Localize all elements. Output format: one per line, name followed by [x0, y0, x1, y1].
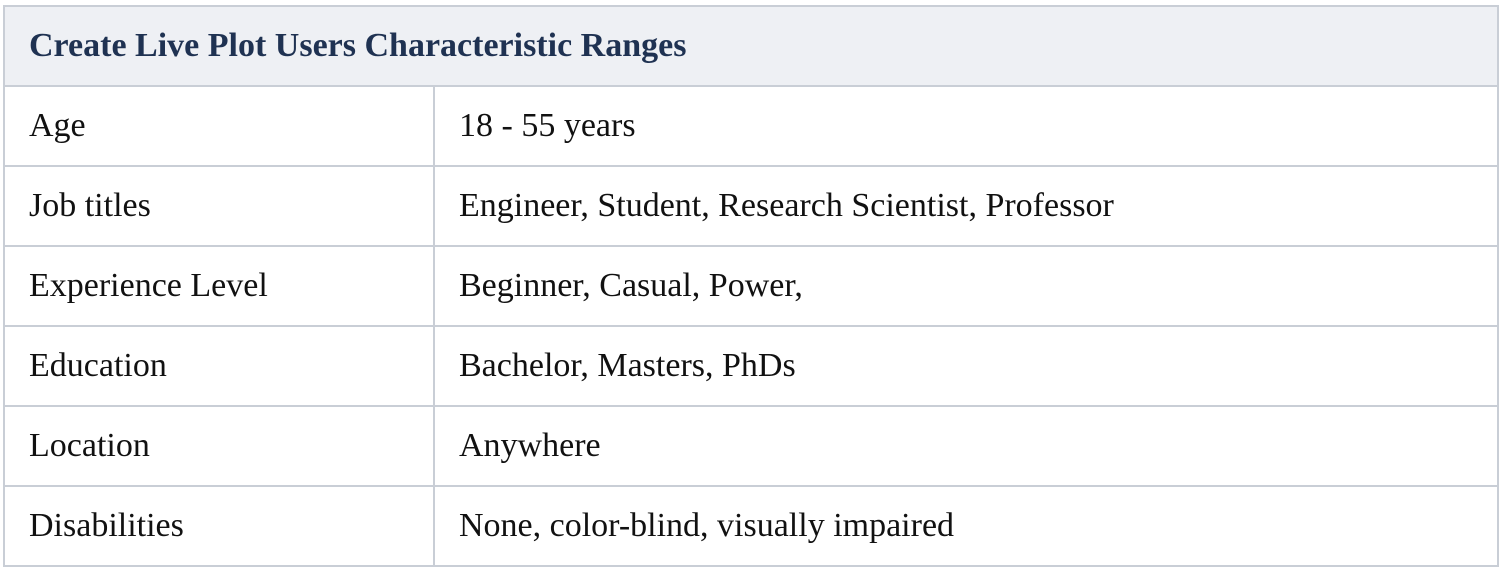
table-row-job-titles: Job titles Engineer, Student, Research S…: [3, 165, 1499, 247]
row-label: Age: [3, 85, 435, 167]
row-value: Bachelor, Masters, PhDs: [433, 325, 1499, 407]
user-characteristics-table: Create Live Plot Users Characteristic Ra…: [3, 5, 1499, 567]
table-row-experience-level: Experience Level Beginner, Casual, Power…: [3, 245, 1499, 327]
table-row-location: Location Anywhere: [3, 405, 1499, 487]
row-value: 18 - 55 years: [433, 85, 1499, 167]
row-value: None, color-blind, visually impaired: [433, 485, 1499, 567]
table-row-education: Education Bachelor, Masters, PhDs: [3, 325, 1499, 407]
table-row-disabilities: Disabilities None, color-blind, visually…: [3, 485, 1499, 567]
row-label: Job titles: [3, 165, 435, 247]
row-label: Location: [3, 405, 435, 487]
row-value: Beginner, Casual, Power,: [433, 245, 1499, 327]
row-label: Education: [3, 325, 435, 407]
user-characteristics-table-container: Create Live Plot Users Characteristic Ra…: [3, 5, 1499, 567]
table-row-age: Age 18 - 55 years: [3, 85, 1499, 167]
table-header-row: Create Live Plot Users Characteristic Ra…: [3, 5, 1499, 87]
row-value: Anywhere: [433, 405, 1499, 487]
row-label: Experience Level: [3, 245, 435, 327]
table-title: Create Live Plot Users Characteristic Ra…: [3, 5, 1499, 87]
row-value: Engineer, Student, Research Scientist, P…: [433, 165, 1499, 247]
row-label: Disabilities: [3, 485, 435, 567]
